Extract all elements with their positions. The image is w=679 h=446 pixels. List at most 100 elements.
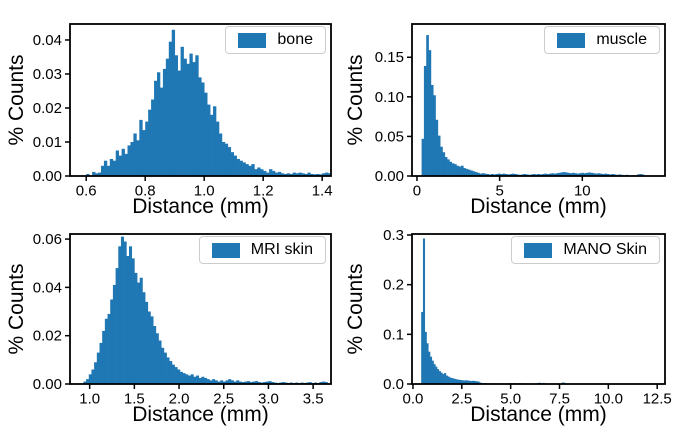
histogram-bar	[100, 165, 105, 176]
histogram-bar	[128, 246, 133, 384]
histogram-bar	[475, 381, 478, 384]
legend-label: bone	[277, 31, 313, 48]
histogram-bar	[185, 374, 189, 384]
histogram-bar	[162, 68, 167, 176]
histogram-bars	[86, 29, 332, 177]
histogram-bar	[148, 109, 152, 176]
histogram-bar	[94, 362, 98, 384]
y-tick-label: 0.0	[383, 376, 404, 393]
histogram-bar	[585, 172, 589, 176]
x-tick-label: 10.0	[594, 390, 623, 407]
histogram-bar	[283, 173, 288, 176]
histogram-bar	[220, 380, 224, 384]
histogram-bar	[301, 173, 305, 176]
histogram-bar	[424, 331, 427, 384]
histogram-bar	[182, 373, 186, 384]
legend-bone: bone	[225, 26, 326, 54]
histogram-bar	[316, 173, 320, 176]
axes-frame	[69, 23, 332, 177]
histogram-bar	[426, 35, 429, 176]
histogram-bar	[158, 340, 162, 384]
histogram-bar	[218, 133, 223, 176]
histogram-bar	[204, 92, 208, 176]
legend-swatch-icon	[238, 32, 267, 48]
histogram-bar	[458, 166, 462, 176]
y-tick-label: 0.3	[383, 227, 404, 244]
x-tick-label: 1.0	[79, 390, 100, 407]
y-tick-label: 0.02	[33, 100, 62, 117]
x-tick-label: 5.0	[500, 390, 521, 407]
histogram-bar	[597, 173, 601, 176]
histogram-bar	[431, 360, 434, 384]
histogram-bar	[186, 63, 190, 176]
histogram-bar	[537, 174, 541, 176]
histogram-bar	[88, 374, 92, 384]
y-tick-label: 0.00	[33, 168, 62, 185]
legend-label: muscle	[596, 31, 647, 48]
y-tick-label: 0.04	[33, 32, 62, 49]
histogram-bar	[91, 369, 95, 384]
legend-swatch-icon	[524, 242, 553, 258]
histogram-bar	[463, 380, 466, 384]
histogram-bar	[96, 352, 100, 384]
histogram-bar	[222, 381, 226, 384]
histogram-bar	[433, 95, 436, 176]
histogram-bar	[98, 172, 102, 176]
histogram-bar	[201, 376, 205, 384]
histogram-bar	[83, 381, 87, 384]
legend-muscle: muscle	[544, 26, 660, 54]
subplot-mri-skin: 1.0 1.5 2.0 2.5 3.0 3.5 0.00 0.02 0.04 0.06 % Cou…	[0, 223, 340, 446]
histogram-bar	[511, 173, 515, 177]
histogram-bar	[544, 173, 547, 177]
y-tick-label: 0.10	[375, 89, 404, 106]
histogram-bar	[569, 173, 573, 176]
histogram-bar	[171, 364, 175, 384]
x-axis-label: Distance (mm)	[132, 403, 269, 426]
histogram-bar	[456, 165, 459, 176]
histogram-bar	[444, 157, 448, 176]
histogram-bar	[159, 87, 164, 176]
legend-swatch-icon	[211, 242, 240, 258]
histogram-bar	[435, 119, 439, 176]
histogram-bar	[611, 174, 615, 176]
histogram-bar	[555, 173, 559, 176]
histogram-bar	[95, 173, 99, 176]
histogram-bar	[435, 366, 438, 384]
histogram-bar	[118, 155, 122, 176]
histogram-bar	[509, 174, 513, 176]
histogram-bar	[233, 155, 237, 176]
histogram-bar	[187, 375, 192, 384]
histogram-bar	[428, 351, 431, 384]
histogram-bar	[592, 173, 596, 176]
histogram-bar	[553, 173, 557, 177]
histogram-bar	[238, 381, 242, 384]
histogram-bar	[454, 379, 457, 384]
x-tick-label: 0	[413, 182, 421, 199]
histogram-bar	[165, 58, 170, 176]
histogram-bar	[102, 330, 106, 384]
histogram-bar	[532, 174, 536, 176]
histogram-bar	[504, 174, 508, 176]
histogram-bar	[99, 342, 103, 384]
histogram-bar	[271, 382, 275, 384]
histogram-bar	[166, 357, 170, 384]
histogram-bar	[546, 174, 550, 176]
y-axis-label: % Counts	[344, 54, 367, 146]
x-axis-label: Distance (mm)	[132, 195, 269, 218]
histogram-bar	[263, 170, 267, 176]
histogram-bar	[576, 173, 580, 177]
histogram-bar	[236, 159, 240, 176]
histogram-bar	[440, 146, 443, 176]
histogram-bar	[257, 382, 261, 384]
subplot-mano-skin: 0.0 2.5 5.0 7.5 10.0 12.5 0.0 0.1 0.2 0.3 % Count…	[340, 223, 679, 446]
histogram-bar	[328, 173, 332, 176]
histogram-bar	[477, 381, 480, 384]
histogram-bar	[560, 172, 564, 176]
histogram-bar	[124, 153, 128, 176]
histogram-bar	[266, 172, 270, 176]
histogram-bar	[428, 50, 432, 177]
histogram-bar	[423, 65, 427, 176]
histogram-bar	[168, 41, 173, 177]
histogram-bar	[131, 258, 135, 384]
x-tick-label: 10	[574, 182, 591, 199]
